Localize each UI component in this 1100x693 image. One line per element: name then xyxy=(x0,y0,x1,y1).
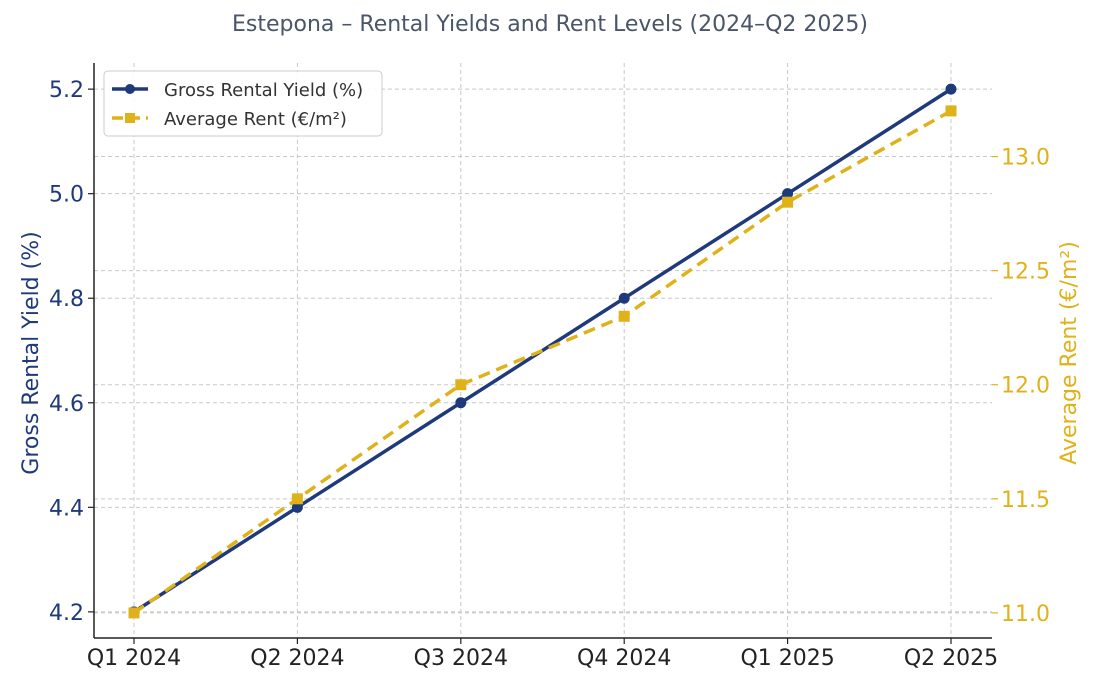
y-left-tick-label: 5.2 xyxy=(49,78,84,103)
legend: Gross Rental Yield (%) Average Rent (€/m… xyxy=(103,70,383,137)
series-line-rent xyxy=(132,109,952,615)
point-yield xyxy=(782,188,794,200)
y-right-tick-label: 12.0 xyxy=(1001,374,1050,399)
legend-marker-yield xyxy=(125,84,135,94)
y-right-tick-label: 13.0 xyxy=(1001,146,1050,171)
point-yield xyxy=(618,292,630,304)
axes xyxy=(88,63,998,644)
legend-box xyxy=(103,70,383,137)
y-right-tick-label: 11.0 xyxy=(1001,602,1050,627)
legend-label-yield: Gross Rental Yield (%) xyxy=(164,80,363,101)
point-rent xyxy=(455,379,467,391)
point-rent xyxy=(945,105,957,117)
y-left-tick-label: 4.2 xyxy=(49,601,84,626)
series xyxy=(128,83,957,619)
point-rent xyxy=(128,607,140,619)
y-left-tick-label: 5.0 xyxy=(49,183,84,208)
y-axis-left-label: Gross Rental Yield (%) xyxy=(19,231,44,474)
legend-marker-rent xyxy=(125,113,135,123)
x-tick-label: Q2 2025 xyxy=(904,646,998,671)
x-tick-label: Q3 2024 xyxy=(414,646,508,671)
y-right-tick-label: 12.5 xyxy=(1001,260,1050,285)
grid xyxy=(94,63,992,638)
point-yield xyxy=(291,501,303,513)
y-left-tick-label: 4.4 xyxy=(49,496,84,521)
y-left-tick-label: 4.8 xyxy=(49,287,84,312)
y-axis-right-label: Average Rent (€/m²) xyxy=(1057,241,1082,465)
x-tick-label: Q1 2024 xyxy=(87,646,181,671)
y-right-tick-label: 11.5 xyxy=(1001,488,1050,513)
legend-label-rent: Average Rent (€/m²) xyxy=(164,109,347,130)
tick-labels: Q1 2024 Q2 2024 Q3 2024 Q4 2024 Q1 2025 Q2 20… xyxy=(49,78,1050,671)
chart-title: Estepona – Rental Yields and Rent Levels… xyxy=(232,12,868,37)
x-tick-label: Q4 2024 xyxy=(577,646,671,671)
point-yield xyxy=(455,397,467,409)
y-left-tick-label: 4.6 xyxy=(49,392,84,417)
point-rent xyxy=(782,196,794,208)
point-rent xyxy=(291,493,303,505)
point-yield xyxy=(945,83,957,95)
x-tick-label: Q1 2025 xyxy=(740,646,834,671)
series-line-yield xyxy=(133,87,952,614)
x-tick-label: Q2 2024 xyxy=(250,646,344,671)
point-rent xyxy=(618,310,630,322)
